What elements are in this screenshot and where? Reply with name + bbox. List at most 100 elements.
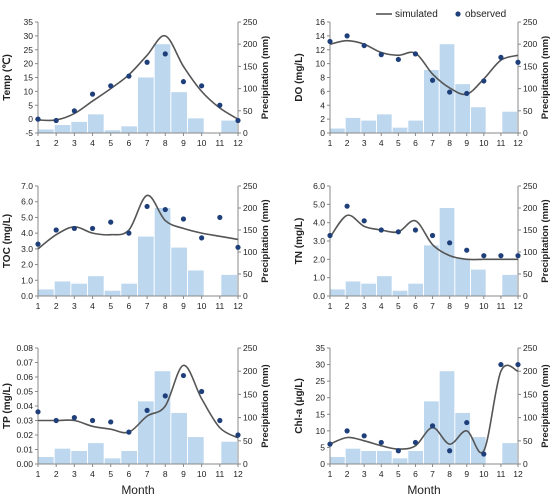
precip-bar	[54, 125, 71, 133]
left-tick-label: 2.0	[21, 260, 33, 270]
left-tick-label: 0.07	[16, 358, 33, 368]
precip-bar	[361, 120, 376, 133]
observed-point	[412, 439, 419, 446]
observed-point	[498, 361, 504, 368]
observed-point	[35, 116, 41, 122]
observed-point	[395, 56, 401, 63]
right-tick-label: 0	[243, 291, 248, 301]
observed-points	[327, 33, 521, 97]
precip-bar	[88, 443, 104, 464]
right-tick-label: 100	[243, 84, 257, 94]
precip-bar	[455, 258, 470, 296]
precip-bar	[171, 412, 187, 464]
x-tick-label: 11	[496, 469, 505, 479]
left-tick-label: 0.03	[16, 416, 33, 426]
observed-point	[144, 203, 150, 210]
observed-point	[464, 247, 470, 253]
left-tick-label: 4	[320, 100, 325, 110]
x-tick-label: 8	[447, 469, 452, 479]
precip-bars	[330, 44, 517, 134]
precip-bars	[38, 371, 237, 464]
left-tick-label: -5	[25, 128, 33, 138]
right-tick-labels: 0 50 100 150 200 250	[518, 343, 537, 469]
x-tick-label: 3	[72, 138, 77, 148]
y2-axis-label: Precipitation (mm)	[540, 364, 551, 447]
y-axis-label: TN (mg/L)	[294, 218, 305, 265]
x-tick-label: 3	[72, 469, 77, 479]
right-tick-labels: 0 50 100 150 200 250	[238, 181, 257, 301]
simulated-line	[37, 364, 239, 439]
left-tick-label: 5.0	[21, 212, 33, 222]
observed-point	[35, 409, 41, 415]
x-tick-label: 4	[90, 138, 95, 148]
x-tick-label: 10	[197, 301, 207, 311]
observed-point	[89, 225, 96, 232]
precip-bar	[330, 289, 345, 296]
precip-bar	[408, 283, 423, 296]
precip-bar	[138, 236, 154, 296]
observed-point	[361, 433, 367, 439]
x-tick-label: 1	[36, 138, 41, 148]
precip-bar	[502, 274, 517, 296]
x-tick-label: 9	[464, 138, 469, 148]
observed-point	[429, 423, 436, 429]
left-tick-label: 6.0	[21, 197, 33, 207]
precip-bar	[104, 458, 121, 464]
right-tick-label: 0	[523, 128, 528, 138]
left-tick-labels: 0.00 0.01 0.02 0.03 0.04 0.05 0.06 0.07 0.08	[16, 343, 38, 469]
precip-bar	[104, 290, 121, 296]
x-tick-label: 2	[345, 138, 350, 148]
x-tick-label: 4	[379, 469, 384, 479]
left-tick-label: 6.0	[313, 181, 325, 191]
legend-observed-label: observed	[465, 9, 506, 20]
x-tick-labels: 1 2 3 4 5 6 7 8 9 10 11 12	[328, 296, 523, 311]
legend-observed-swatch	[455, 11, 461, 17]
left-tick-label: 3.0	[21, 244, 33, 254]
precip-bar	[104, 130, 121, 133]
precip-bar	[330, 457, 345, 464]
x-tick-label: 2	[54, 301, 59, 311]
x-tick-label: 6	[413, 138, 418, 148]
observed-points	[35, 203, 241, 250]
x-tick-label: 3	[72, 301, 77, 311]
left-tick-label: 7.0	[21, 181, 33, 191]
observed-point	[412, 227, 419, 233]
observed-point	[235, 244, 241, 250]
observed-point	[361, 42, 367, 49]
observed-point	[464, 419, 470, 426]
left-tick-labels: 0.0 1.0 2.0 3.0 4.0 5.0 6.0 7.0	[21, 181, 38, 301]
precip-bar	[361, 283, 376, 296]
observed-point	[395, 448, 401, 454]
precip-bar	[345, 448, 361, 464]
observed-point	[217, 214, 223, 221]
precip-bar	[471, 269, 486, 296]
x-tick-label: 7	[145, 469, 150, 479]
x-tick-label: 11	[215, 301, 224, 311]
x-tick-labels: 1 2 3 4 5 6 7 8 9 10 11 12	[328, 133, 523, 148]
observed-point	[327, 441, 333, 447]
x-tick-label: 11	[215, 469, 224, 479]
x-tick-label: 3	[362, 301, 367, 311]
x-tick-labels: 1 2 3 4 5 6 7 8 9 10 11 12	[36, 133, 243, 148]
left-tick-label: 20	[24, 59, 34, 69]
left-tick-label: 10	[316, 426, 326, 436]
observed-point	[199, 388, 205, 395]
legend-simulated-label: simulated	[395, 9, 438, 20]
right-tick-label: 150	[243, 225, 257, 235]
x-tick-label: 12	[513, 469, 523, 479]
observed-point	[108, 419, 114, 425]
y-axis-label: TP (mg/L)	[2, 383, 13, 429]
observed-point	[180, 372, 187, 379]
precip-bar	[392, 127, 408, 133]
y2-axis-label: Precipitation (mm)	[260, 36, 271, 119]
precip-bar	[424, 69, 439, 133]
left-tick-label: 0	[320, 459, 325, 469]
left-tick-label: 16	[316, 17, 326, 27]
left-tick-label: 35	[24, 17, 34, 27]
observed-point	[327, 232, 333, 239]
x-tick-label: 5	[396, 138, 401, 148]
x-tick-label: 6	[413, 301, 418, 311]
right-tick-label: 100	[523, 413, 537, 423]
